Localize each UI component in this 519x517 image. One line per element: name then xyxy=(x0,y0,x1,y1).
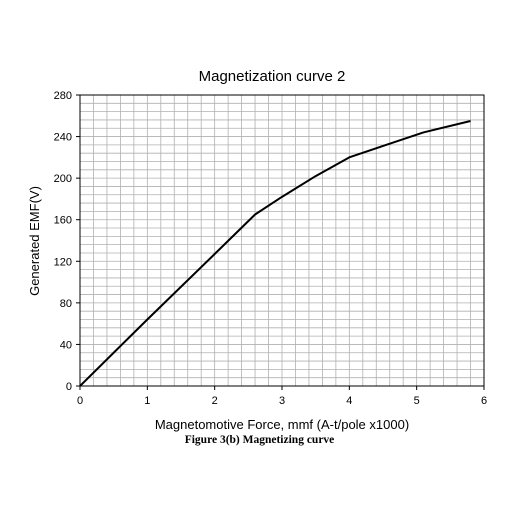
grid xyxy=(80,95,484,386)
x-tick-label: 1 xyxy=(144,395,150,407)
x-tick-label: 2 xyxy=(212,395,218,407)
y-tick-label: 0 xyxy=(66,381,72,393)
figure-caption: Figure 3(b) Magnetizing curve xyxy=(184,434,335,446)
y-tick-label: 120 xyxy=(54,256,72,268)
y-tick-label: 280 xyxy=(54,90,72,102)
axes xyxy=(76,94,485,390)
series-line xyxy=(79,120,471,387)
y-axis-label: Generated EMF(V) xyxy=(27,186,42,296)
x-tick-label: 0 xyxy=(77,395,83,407)
y-tick-label: 240 xyxy=(54,132,72,144)
y-tick-label: 80 xyxy=(60,298,72,310)
x-tick-label: 3 xyxy=(279,395,285,407)
series xyxy=(79,120,471,387)
y-tick-label: 40 xyxy=(60,339,72,351)
x-tick-label: 6 xyxy=(481,395,487,407)
chart-title: Magnetization curve 2 xyxy=(199,68,346,85)
tick-labels: 0 1 2 3 4 5 6 0 40 80 120 160 200 240 280 xyxy=(54,90,487,407)
x-tick-label: 5 xyxy=(414,395,420,407)
y-tick-label: 200 xyxy=(54,173,72,185)
x-axis-label: Magnetomotive Force, mmf (A-t/pole x1000… xyxy=(155,417,409,432)
y-tick-label: 160 xyxy=(54,215,72,227)
x-tick-label: 4 xyxy=(346,395,352,407)
